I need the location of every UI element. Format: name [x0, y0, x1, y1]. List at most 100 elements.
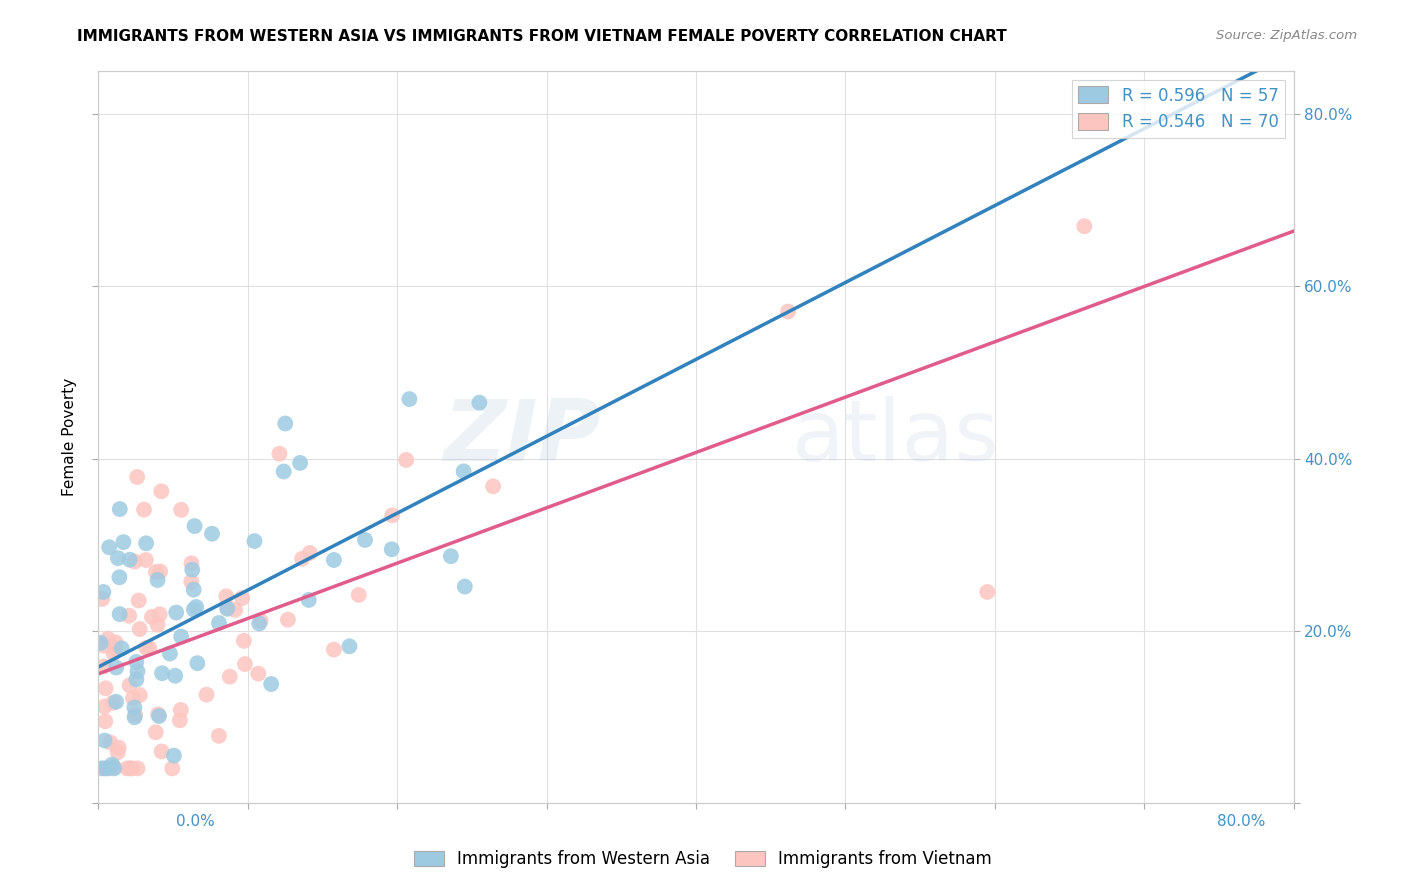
Point — [381, 542, 404, 557]
Text: Source: ZipAtlas.com: Source: ZipAtlas.com — [1216, 29, 1357, 42]
Point — [107, 551, 129, 566]
Point — [122, 691, 145, 706]
Point — [135, 640, 157, 655]
Point — [232, 633, 254, 648]
Point — [440, 549, 463, 564]
Point — [145, 725, 167, 739]
Point — [322, 642, 344, 657]
Point — [94, 681, 117, 696]
Point — [183, 519, 205, 533]
Text: 80.0%: 80.0% — [1218, 814, 1265, 829]
Point — [976, 585, 998, 599]
Point — [91, 761, 114, 775]
Point — [132, 502, 155, 516]
Point — [118, 678, 141, 692]
Point — [107, 740, 129, 755]
Point — [112, 535, 135, 549]
Point — [118, 608, 141, 623]
Point — [124, 700, 146, 714]
Point — [169, 713, 191, 727]
Point — [141, 610, 163, 624]
Point — [124, 710, 146, 724]
Point — [323, 553, 346, 567]
Point — [247, 616, 270, 631]
Point — [381, 508, 404, 523]
Text: atlas: atlas — [792, 395, 1000, 479]
Point — [181, 563, 204, 577]
Point — [91, 591, 114, 606]
Point — [124, 555, 146, 569]
Point — [170, 503, 193, 517]
Point — [776, 304, 799, 318]
Point — [180, 574, 202, 589]
Point — [183, 582, 205, 597]
Point — [1073, 219, 1095, 234]
Point — [124, 708, 146, 723]
Point — [215, 590, 238, 604]
Point — [103, 646, 125, 660]
Point — [395, 453, 418, 467]
Point — [103, 761, 125, 775]
Point — [273, 465, 295, 479]
Point — [186, 599, 208, 614]
Point — [93, 639, 115, 653]
Point — [108, 607, 131, 621]
Point — [93, 585, 115, 599]
Point — [128, 688, 150, 702]
Text: ZIP: ZIP — [443, 395, 600, 479]
Point — [243, 534, 266, 549]
Point — [162, 761, 184, 775]
Point — [138, 641, 160, 656]
Point — [398, 392, 420, 406]
Point — [454, 580, 477, 594]
Point — [291, 551, 314, 566]
Point — [170, 703, 193, 717]
Point — [108, 570, 131, 584]
Point — [111, 641, 134, 656]
Y-axis label: Female Poverty: Female Poverty — [62, 378, 77, 496]
Point — [208, 729, 231, 743]
Point — [347, 588, 370, 602]
Point — [118, 552, 141, 566]
Point — [101, 696, 124, 710]
Point — [150, 484, 173, 499]
Point — [125, 673, 148, 687]
Point — [249, 614, 271, 628]
Point — [115, 761, 138, 775]
Point — [233, 657, 256, 671]
Point — [97, 632, 120, 646]
Point — [482, 479, 505, 493]
Point — [145, 565, 167, 579]
Point — [149, 565, 172, 579]
Point — [146, 617, 169, 632]
Point — [453, 464, 475, 478]
Text: 0.0%: 0.0% — [176, 814, 215, 829]
Point — [104, 641, 127, 656]
Point — [163, 748, 186, 763]
Point — [180, 557, 202, 571]
Point — [97, 761, 120, 775]
Point — [104, 635, 127, 649]
Point — [128, 593, 150, 607]
Point — [247, 666, 270, 681]
Point — [195, 688, 218, 702]
Point — [150, 666, 173, 681]
Point — [98, 541, 121, 555]
Point — [121, 761, 143, 775]
Point — [125, 655, 148, 669]
Point — [201, 526, 224, 541]
Point — [94, 761, 117, 775]
Point — [135, 536, 157, 550]
Point — [468, 395, 491, 409]
Point — [148, 709, 170, 723]
Point — [120, 761, 142, 775]
Point — [217, 601, 239, 615]
Point — [127, 470, 149, 484]
Point — [146, 573, 169, 587]
Point — [218, 670, 240, 684]
Point — [149, 607, 172, 622]
Point — [260, 677, 283, 691]
Legend: Immigrants from Western Asia, Immigrants from Vietnam: Immigrants from Western Asia, Immigrants… — [408, 844, 998, 875]
Point — [274, 417, 297, 431]
Point — [288, 456, 311, 470]
